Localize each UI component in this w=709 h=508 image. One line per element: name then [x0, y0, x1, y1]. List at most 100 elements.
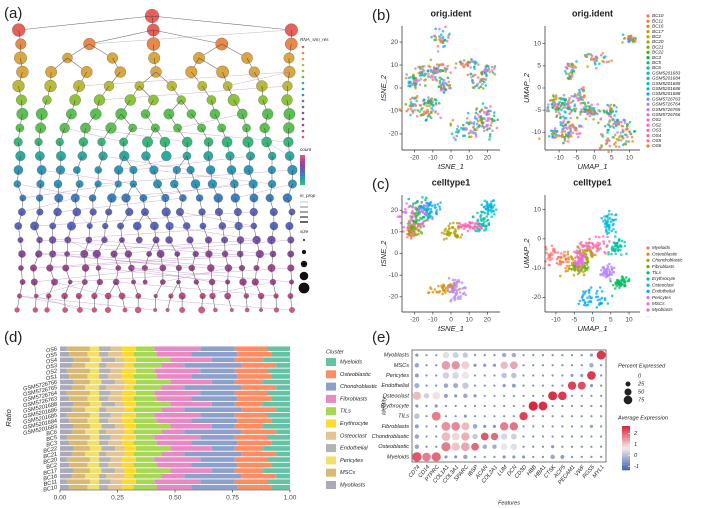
cell-point: [578, 249, 582, 253]
legend-swatch: [646, 123, 650, 127]
dot: [435, 353, 438, 357]
dot: [414, 373, 419, 378]
cell-point: [443, 87, 447, 91]
cell-point: [574, 256, 577, 260]
cell-point: [591, 252, 594, 255]
cell-point: [483, 68, 486, 72]
cell-point: [613, 235, 617, 238]
cell-point: [603, 218, 607, 221]
cell-point: [602, 242, 606, 245]
bar-segment: [89, 468, 102, 473]
cell-point: [441, 80, 445, 84]
legend-label: Chondroblastic: [652, 258, 683, 263]
dot: [541, 384, 545, 387]
cell-point: [491, 209, 495, 212]
bar-segment: [276, 407, 290, 413]
bar-segment: [60, 440, 70, 446]
legend-swatch: [646, 102, 650, 106]
tree-edge: [19, 295, 156, 311]
cell-point: [436, 112, 440, 116]
dot: [473, 404, 477, 408]
cell-point: [597, 235, 601, 239]
bar-segment: [66, 368, 90, 374]
bar-segment: [66, 457, 90, 462]
cell-point: [552, 247, 555, 251]
bar-segment: [87, 396, 100, 401]
cell-point: [488, 135, 492, 138]
dot: [511, 383, 516, 388]
bar-segment: [87, 484, 100, 490]
cell-point: [547, 135, 551, 138]
cell-point: [487, 68, 491, 71]
cell-point: [451, 118, 455, 122]
tree-node: [262, 108, 274, 120]
cell-point: [624, 142, 628, 146]
colorbar-step: [622, 431, 630, 434]
legend-swatch: [646, 30, 650, 34]
tree-node: [198, 306, 205, 314]
cell-point: [438, 79, 442, 83]
dot: [483, 415, 486, 418]
cell-point: [420, 207, 423, 210]
bar-segment: [73, 401, 90, 407]
cell-point: [628, 120, 632, 124]
cell-point: [465, 224, 469, 228]
cell-point: [607, 60, 611, 63]
cell-point: [563, 135, 567, 139]
bar-segment: [87, 462, 100, 468]
dot: [600, 394, 603, 397]
bar-segment: [133, 484, 157, 490]
cell-point: [580, 125, 584, 128]
bar-segment: [69, 351, 88, 357]
cell-point: [607, 213, 611, 216]
bar-segment: [101, 423, 116, 429]
cell-point: [493, 65, 497, 68]
x-tick-label: -10: [554, 155, 564, 162]
dot: [472, 424, 478, 429]
cell-point: [571, 70, 575, 74]
dot: [561, 374, 564, 377]
legend-label: OS5: [652, 138, 662, 143]
cell-point: [559, 115, 563, 119]
bar-segment: [211, 468, 235, 473]
cell-point: [596, 241, 600, 245]
cell-point: [402, 225, 406, 229]
legend-swatch: [301, 105, 305, 109]
tree-edge: [17, 183, 93, 199]
cell-point: [569, 116, 572, 120]
dot: [435, 435, 438, 438]
bar-segment: [156, 396, 192, 401]
dot: [473, 455, 477, 459]
bar-segment: [234, 468, 263, 473]
cell-point: [476, 63, 480, 66]
colorbar-step: [622, 443, 630, 446]
tree-edge: [19, 295, 95, 311]
legend-label: GSM5201684: [652, 76, 681, 81]
y-tick-label: 10: [534, 206, 542, 213]
dot: [492, 444, 497, 449]
tree-node: [273, 307, 279, 313]
cell-point: [625, 140, 628, 143]
legend-swatch: [301, 93, 305, 97]
dot: [590, 404, 593, 408]
bar-segment: [124, 473, 134, 479]
tree-edge: [131, 267, 213, 283]
cell-point: [600, 296, 604, 300]
cell-point: [490, 204, 494, 208]
cell-point: [425, 211, 428, 214]
cell-point: [608, 120, 611, 124]
dot: [422, 452, 431, 462]
dot: [435, 384, 438, 387]
cell-point: [551, 253, 554, 257]
cell-point: [496, 118, 500, 122]
cell-point: [427, 64, 430, 68]
cell-point: [409, 113, 412, 117]
cell-point: [406, 235, 409, 239]
legend-swatch: [646, 56, 650, 60]
dot: [538, 401, 548, 411]
cell-point: [459, 287, 462, 291]
legend-label: Osteoblastic: [340, 372, 371, 378]
cell-point: [457, 278, 460, 282]
cell-point: [602, 240, 605, 243]
cell-point: [425, 207, 429, 211]
